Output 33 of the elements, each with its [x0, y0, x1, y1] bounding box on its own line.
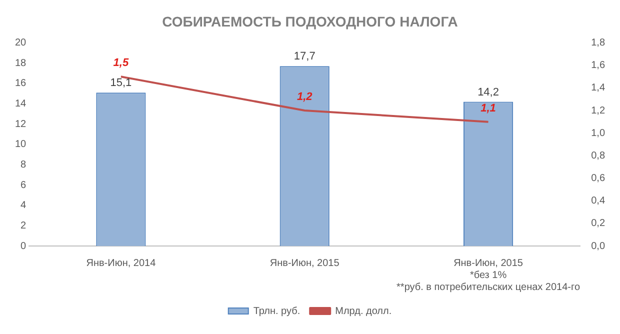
y-tick-label: 6	[20, 180, 27, 191]
y-tick-label: 18	[15, 58, 27, 69]
y2-tick-label: 1,6	[591, 60, 606, 72]
y2-tick-label: 0,4	[591, 196, 606, 207]
y2-tick-label: 0,2	[591, 218, 606, 230]
y2-tick-label: 0,0	[591, 240, 606, 252]
data-label: 1,2	[296, 91, 312, 104]
x-tick-label: Янв-Июн, 2015	[270, 258, 340, 269]
x-tick-label: Янв-Июн, 2015 *без 1% **руб. в потребительских ценах 2014-го	[396, 258, 580, 293]
data-label: 14,2	[478, 86, 499, 98]
y-tick-label: 0	[20, 240, 27, 252]
y2-tick-label: 0,6	[591, 173, 606, 184]
y2-tick-label: 1,2	[591, 105, 606, 116]
data-label: 1,1	[480, 102, 496, 114]
data-label: 1,5	[113, 57, 130, 70]
legend-label: Млрд. долл.	[335, 306, 392, 317]
y2-tick-label: 1,0	[591, 128, 606, 139]
data-label: 15,1	[110, 77, 132, 90]
y-tick-label: 14	[15, 98, 27, 110]
chart-title: СОБИРАЕМОСТЬ ПОДОХОДНОГО НАЛОГА	[162, 13, 458, 30]
y-tick-label: 2	[20, 220, 27, 232]
x-tick-label: Янв-Июн, 2014	[86, 258, 156, 269]
y-tick-label: 8	[20, 159, 27, 170]
y-tick-label: 20	[15, 38, 27, 49]
y-tick-label: 12	[15, 118, 27, 130]
y-tick-label: 10	[15, 139, 27, 150]
y-tick-label: 4	[20, 200, 27, 212]
y2-tick-label: 1,4	[591, 82, 606, 94]
y2-tick-label: 1,8	[591, 38, 606, 49]
y2-tick-label: 0,8	[591, 150, 606, 162]
y-tick-label: 16	[15, 78, 27, 90]
data-label: 17,7	[294, 50, 316, 63]
legend-label: Трлн. руб.	[253, 306, 300, 317]
